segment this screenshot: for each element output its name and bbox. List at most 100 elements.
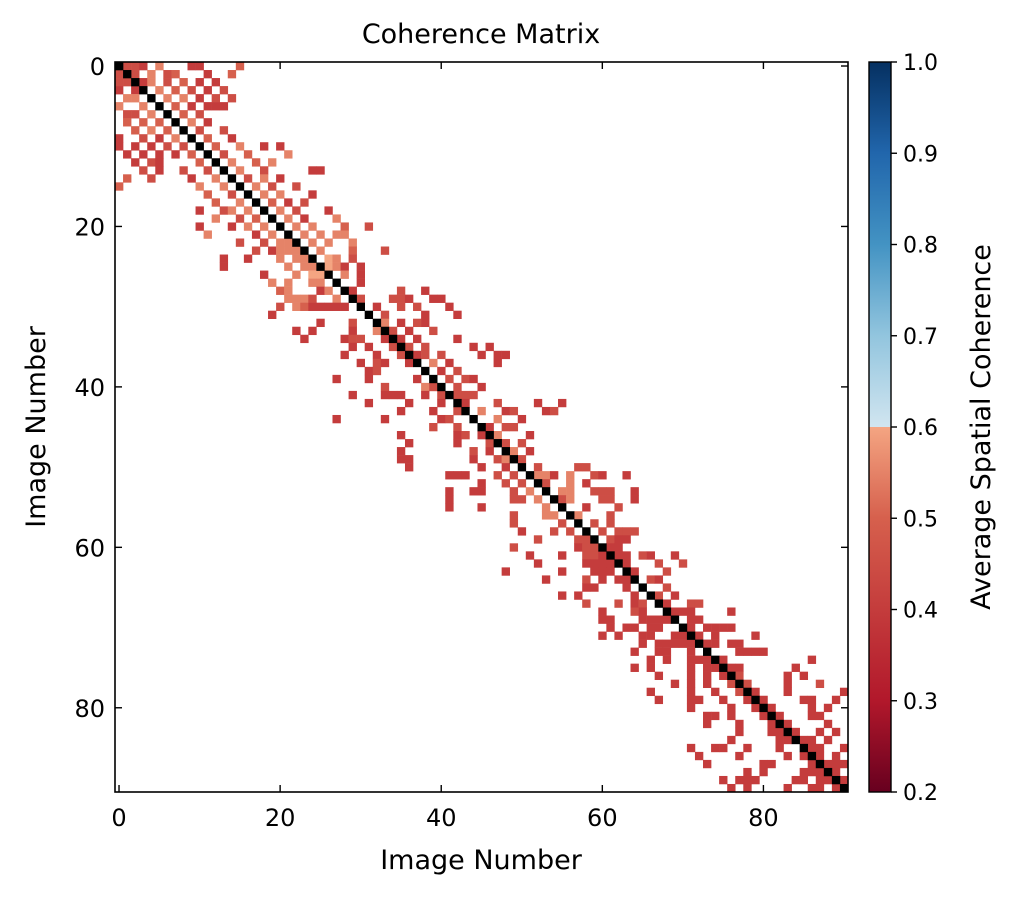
heatmap-cell [807, 711, 817, 721]
x-axis-label: Image Number [380, 845, 583, 876]
heatmap-cell [340, 222, 349, 231]
heatmap-cell [131, 126, 140, 135]
heatmap-cell [324, 286, 333, 295]
heatmap-cell [727, 703, 736, 713]
heatmap-cell [348, 238, 357, 247]
diagonal-cell [227, 174, 237, 183]
heatmap-cell [404, 398, 414, 408]
heatmap-cell [203, 190, 212, 199]
heatmap-cell [485, 439, 494, 448]
diagonal-cell [356, 302, 365, 311]
heatmap-cell [646, 575, 655, 584]
heatmap-cell [404, 326, 414, 336]
heatmap-cell [147, 142, 156, 151]
heatmap-cell [694, 655, 704, 664]
y-tick-label: 40 [74, 374, 105, 402]
heatmap-cell [308, 294, 317, 303]
diagonal-cell [308, 254, 317, 263]
heatmap-cell [139, 166, 148, 175]
heatmap-cell [276, 142, 285, 151]
heatmap-cell [115, 102, 124, 111]
heatmap-cell [268, 182, 277, 191]
heatmap-cell [429, 422, 438, 432]
heatmap-cell [703, 639, 712, 648]
heatmap-cell [799, 695, 809, 705]
heatmap-cell [791, 727, 800, 737]
colorbar-tick-label: 0.7 [903, 325, 938, 350]
heatmap-cell [686, 687, 696, 697]
heatmap-cell [501, 422, 510, 432]
heatmap-cell [340, 302, 349, 311]
heatmap-cell [783, 679, 792, 689]
heatmap-cell [445, 495, 454, 504]
heatmap-cell [292, 254, 301, 263]
heatmap-cell [517, 527, 527, 536]
heatmap-cell [839, 759, 849, 769]
heatmap-cell [251, 230, 261, 239]
heatmap-cell [622, 471, 631, 480]
heatmap-cell [767, 727, 776, 737]
heatmap-cell [453, 382, 462, 392]
diagonal-cells [115, 62, 849, 793]
heatmap-cell [404, 463, 414, 472]
heatmap-cell [413, 350, 422, 360]
heatmap-cell [147, 110, 156, 119]
heatmap-cell [711, 639, 720, 648]
heatmap-cell [517, 495, 527, 504]
heatmap-cell [211, 78, 221, 87]
heatmap-cell [606, 511, 615, 520]
heatmap-cell [163, 94, 172, 103]
heatmap-cell [767, 759, 776, 769]
heatmap-cell [332, 254, 341, 263]
heatmap-cell [219, 262, 229, 271]
heatmap-cell [380, 390, 390, 400]
heatmap-cell [686, 695, 696, 705]
heatmap-cell [541, 511, 551, 520]
y-tick-label: 80 [74, 695, 105, 723]
heatmap-cell [211, 94, 221, 103]
heatmap-cell [735, 671, 744, 680]
heatmap-cell [227, 134, 237, 143]
heatmap-cell [525, 447, 535, 456]
heatmap-cell [815, 727, 825, 737]
colorbar-tick-label: 0.3 [903, 690, 938, 715]
heatmap-cell [815, 783, 825, 793]
heatmap-cell [445, 487, 454, 496]
heatmap-cell [115, 134, 124, 143]
heatmap-cell [203, 134, 212, 143]
heatmap-cell [404, 358, 414, 368]
heatmap-cell [606, 535, 615, 544]
heatmap-cell [517, 479, 527, 488]
heatmap-cell [421, 342, 430, 352]
heatmap-cell [783, 751, 792, 761]
heatmap-cell [839, 687, 849, 697]
heatmap-cell [348, 326, 357, 336]
heatmap-cell [469, 447, 478, 456]
diagonal-cell [372, 318, 382, 328]
heatmap-cell [767, 703, 776, 713]
heatmap-cell [622, 575, 631, 584]
heatmap-cell [751, 647, 760, 656]
x-tick-label: 60 [587, 804, 618, 832]
heatmap-cell [211, 174, 221, 183]
heatmap-cell [831, 759, 841, 769]
heatmap-cell [268, 230, 277, 239]
heatmap-cell [751, 631, 760, 640]
heatmap-cell [477, 431, 486, 440]
heatmap-cell [735, 663, 744, 672]
heatmap-cell [775, 727, 784, 737]
heatmap-cell [686, 679, 696, 689]
diagonal-cell [509, 455, 519, 464]
heatmap-cell [477, 479, 486, 488]
heatmap-cell [396, 318, 406, 328]
heatmap-cell [251, 158, 261, 167]
heatmap-cell [727, 679, 736, 689]
heatmap-cell [646, 663, 655, 672]
heatmap-cell [622, 527, 631, 536]
heatmap-cell [276, 302, 285, 311]
diagonal-cell [268, 214, 277, 223]
heatmap-cell [187, 118, 196, 127]
heatmap-cell [308, 326, 317, 336]
heatmap-cell [195, 182, 204, 191]
